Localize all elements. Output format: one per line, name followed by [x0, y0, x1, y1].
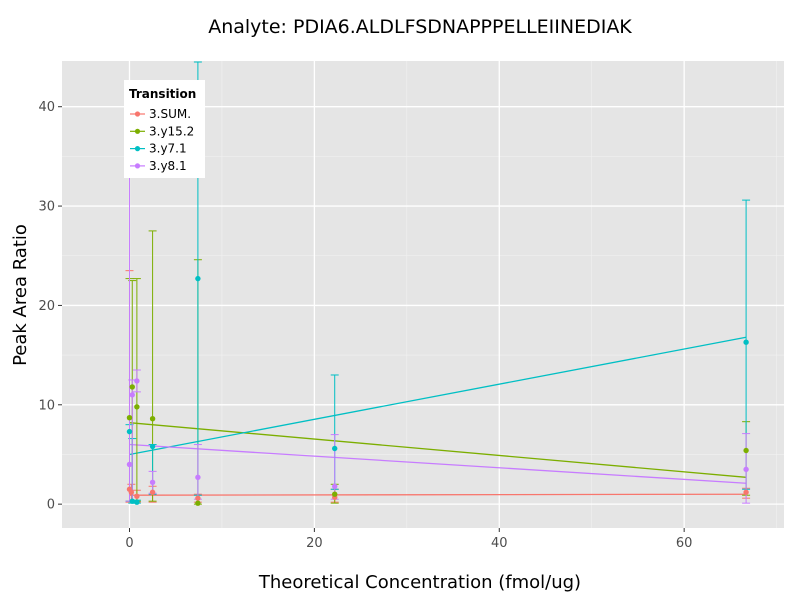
data-points	[126, 275, 749, 506]
data-point-3-y7-1	[195, 275, 201, 282]
y-tick-label: 40	[38, 100, 55, 115]
data-point-3-y15-2	[743, 447, 749, 454]
legend-key-point-3-y15-2	[134, 128, 141, 134]
data-point-3-y8-1	[129, 392, 135, 398]
legend-label-3-y15-2: 3.y15.2	[149, 124, 194, 138]
fit-line-3-y15-2	[129, 422, 747, 478]
data-point-3-y8-1	[134, 378, 140, 384]
data-point-3-y15-2	[126, 415, 133, 421]
data-point-3-y15-2	[149, 416, 156, 422]
legend-label-3-sum: 3.SUM.	[149, 107, 191, 121]
data-point-3-y7-1	[126, 428, 133, 435]
legend: Transition 3.SUM. 3.y15.2 3.y7.1 3.y8.1	[124, 80, 205, 178]
data-point-3-y15-2	[195, 500, 201, 506]
data-point-3-y7-1	[332, 445, 338, 452]
y-tick-label: 10	[38, 398, 55, 413]
y-tick-label: 30	[38, 200, 55, 215]
x-tick-label: 40	[491, 536, 508, 551]
x-tick-label: 20	[306, 536, 323, 551]
x-tick-label: 0	[125, 536, 133, 551]
data-point-3-y7-1	[129, 498, 135, 504]
data-point-3-y7-1	[743, 339, 749, 345]
data-point-3-sum	[149, 489, 156, 495]
chart-title: Analyte: PDIA6.ALDLFSDNAPPPELLEIINEDIAK	[208, 16, 632, 38]
data-point-3-y15-2	[129, 384, 135, 390]
tick-labels: 0 20 40 60 0 10 20 30 40	[38, 100, 692, 551]
y-tick-label: 0	[47, 498, 55, 513]
data-point-3-sum	[743, 489, 749, 495]
fit-lines	[129, 336, 747, 496]
legend-items: 3.SUM. 3.y15.2 3.y7.1 3.y8.1	[130, 107, 194, 173]
legend-title: Transition	[129, 87, 196, 101]
data-point-3-sum	[128, 489, 135, 495]
data-point-3-sum	[195, 495, 201, 501]
data-point-3-y15-2	[134, 404, 140, 410]
data-point-3-y8-1	[743, 466, 749, 473]
legend-key-point-3-y7-1	[134, 146, 141, 152]
data-point-3-y8-1	[332, 483, 338, 489]
x-tick-label: 60	[676, 536, 693, 551]
legend-key-point-3-y8-1	[134, 163, 141, 169]
data-point-3-y7-1	[149, 443, 156, 450]
data-point-3-y7-1	[134, 499, 140, 505]
fit-line-3-y8-1	[129, 443, 747, 484]
legend-key-point-3-sum	[134, 111, 141, 117]
data-point-3-sum	[134, 493, 140, 499]
y-axis-title: Peak Area Ratio	[10, 224, 31, 366]
data-point-3-y8-1	[195, 474, 201, 481]
y-tick-label: 20	[38, 299, 55, 314]
axis-ticks	[58, 106, 685, 532]
legend-label-3-y7-1: 3.y7.1	[149, 142, 187, 156]
data-point-3-y8-1	[149, 479, 156, 485]
data-point-3-y8-1	[126, 461, 133, 468]
fit-line-3-y7-1	[129, 336, 747, 456]
data-point-3-y15-2	[332, 491, 338, 497]
x-axis-title: Theoretical Concentration (fmol/ug)	[258, 572, 581, 593]
legend-label-3-y8-1: 3.y8.1	[149, 159, 187, 173]
fit-line-3-sum	[129, 493, 747, 496]
